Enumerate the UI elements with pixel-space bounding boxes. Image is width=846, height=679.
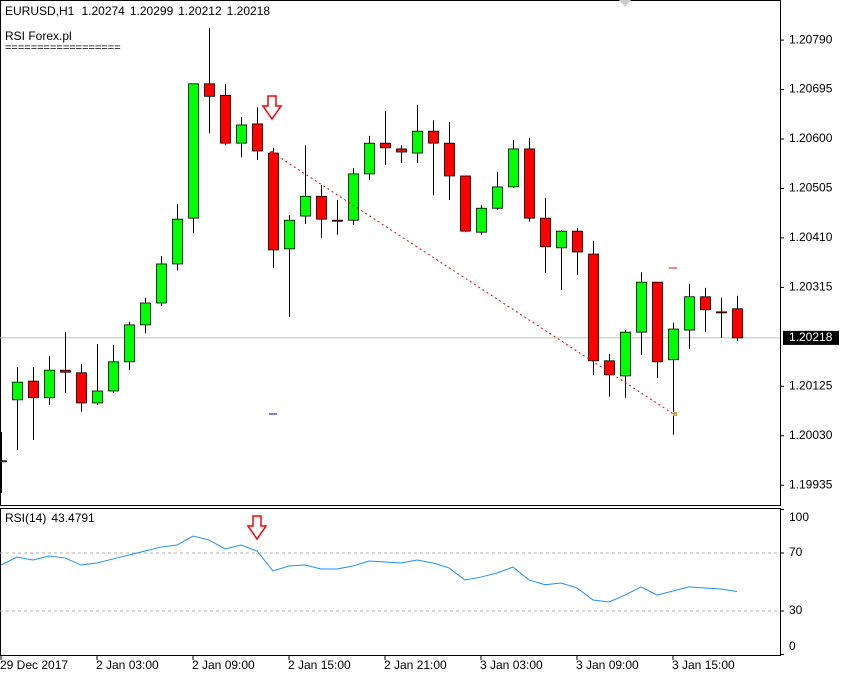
trend-end xyxy=(673,412,677,416)
candle-body xyxy=(0,460,7,463)
price-plot xyxy=(0,28,780,494)
down-arrow xyxy=(246,515,268,541)
y-tick-label: 1.20030 xyxy=(789,428,833,442)
annotations xyxy=(246,0,677,541)
candle-body xyxy=(44,369,55,399)
candle-body xyxy=(140,302,151,326)
rsi-last: 43.4791 xyxy=(51,511,95,525)
y-tick-label: 100 xyxy=(789,510,809,524)
candle-body xyxy=(332,219,343,222)
y-tick-label: 1.19935 xyxy=(789,477,833,491)
candle-body xyxy=(92,390,103,404)
y-tick-label: 70 xyxy=(789,545,803,559)
candle-body xyxy=(492,186,503,209)
y-tick-label: 0 xyxy=(789,639,796,653)
separator: ================== xyxy=(5,42,121,54)
y-tick-label: 1.20410 xyxy=(789,230,833,244)
candle-body xyxy=(60,369,71,373)
candle-body xyxy=(28,380,39,399)
x-tick-label: 3 Jan 03:00 xyxy=(480,658,543,672)
candle-body xyxy=(636,281,647,333)
y-tick-label: 1.20315 xyxy=(789,280,833,294)
y-tick-label: 1.20125 xyxy=(789,378,833,392)
candle-body xyxy=(588,253,599,362)
candle-body xyxy=(300,195,311,217)
axes: 1.20790 1.20695 1.20600 1.20505 1.20410 1.203… xyxy=(0,32,839,672)
rsi-plot xyxy=(0,535,780,612)
down-arrow xyxy=(261,95,283,121)
trend-start xyxy=(270,151,274,155)
candle-body xyxy=(620,331,631,377)
rsi-title: RSI(14) 43.4791 xyxy=(5,511,95,525)
price-label-bg xyxy=(783,330,839,345)
candle-body xyxy=(108,361,119,392)
x-tick-label: 3 Jan 15:00 xyxy=(672,658,735,672)
symbol: EURUSD,H1 xyxy=(5,4,75,18)
candle-body xyxy=(684,296,695,331)
candle-body xyxy=(556,230,567,249)
candle-body xyxy=(124,324,135,363)
candle-body xyxy=(284,219,295,250)
candle-body xyxy=(364,142,375,175)
candle-body xyxy=(716,311,727,314)
candle-body xyxy=(188,83,199,219)
rsi-name: RSI(14) xyxy=(5,511,46,525)
candle-body xyxy=(316,195,327,220)
x-tick-label: 2 Jan 09:00 xyxy=(192,658,255,672)
candle-body xyxy=(444,142,455,177)
candle-body xyxy=(540,217,551,248)
candle-body xyxy=(460,175,471,232)
ohlc-high: 1.20299 xyxy=(130,4,174,18)
x-tick-label: 2 Jan 15:00 xyxy=(288,658,351,672)
candle-body xyxy=(412,130,423,154)
main-panel xyxy=(0,0,781,506)
candle-body xyxy=(476,207,487,233)
scroll-marker xyxy=(619,0,631,7)
candle-body xyxy=(700,296,711,311)
y-tick-label: 30 xyxy=(789,603,803,617)
y-tick-label: 1.20790 xyxy=(789,32,833,46)
rsi-panel xyxy=(0,508,781,656)
y-tick-label: 1.20695 xyxy=(789,82,833,96)
y-tick-label: 1.20505 xyxy=(789,181,833,195)
x-tick-label: 29 Dec 2017 xyxy=(0,658,68,672)
candle-body xyxy=(508,148,519,188)
candle-body xyxy=(220,94,231,144)
candle-body xyxy=(172,218,183,265)
candle-body xyxy=(572,230,583,253)
candle-body xyxy=(524,148,535,219)
candle-body xyxy=(652,281,663,363)
candle-body xyxy=(732,308,743,339)
ohlc-open: 1.20274 xyxy=(81,4,125,18)
chart-header: EURUSD,H1 1.20274 1.20299 1.20212 1.20218 xyxy=(5,4,270,18)
candle-body xyxy=(76,372,87,404)
y-tick-label: 1.20600 xyxy=(789,131,833,145)
candle-body xyxy=(156,263,167,304)
ohlc-close: 1.20218 xyxy=(227,4,271,18)
x-tick-label: 2 Jan 03:00 xyxy=(96,658,159,672)
candle-body xyxy=(12,381,23,401)
candle-body xyxy=(348,173,359,221)
candle-body xyxy=(428,130,439,144)
rsi-line xyxy=(0,535,738,603)
candle-body xyxy=(396,148,407,153)
x-tick-label: 2 Jan 21:00 xyxy=(384,658,447,672)
candle-body xyxy=(380,142,391,149)
indicator-name: RSI Forex.pl xyxy=(5,29,72,43)
candle-body xyxy=(204,83,215,97)
x-tick-label: 3 Jan 09:00 xyxy=(576,658,639,672)
candle-body xyxy=(668,328,679,361)
candle-body xyxy=(268,152,279,251)
price-label: 1.20218 xyxy=(789,330,833,344)
candle-body xyxy=(236,124,247,144)
candle-body xyxy=(252,123,263,152)
ohlc-low: 1.20212 xyxy=(178,4,222,18)
candle-body xyxy=(604,360,615,376)
